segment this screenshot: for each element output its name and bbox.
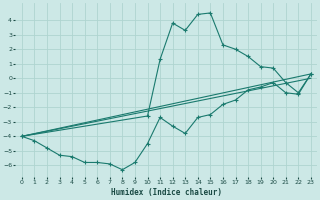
X-axis label: Humidex (Indice chaleur): Humidex (Indice chaleur) bbox=[111, 188, 222, 197]
